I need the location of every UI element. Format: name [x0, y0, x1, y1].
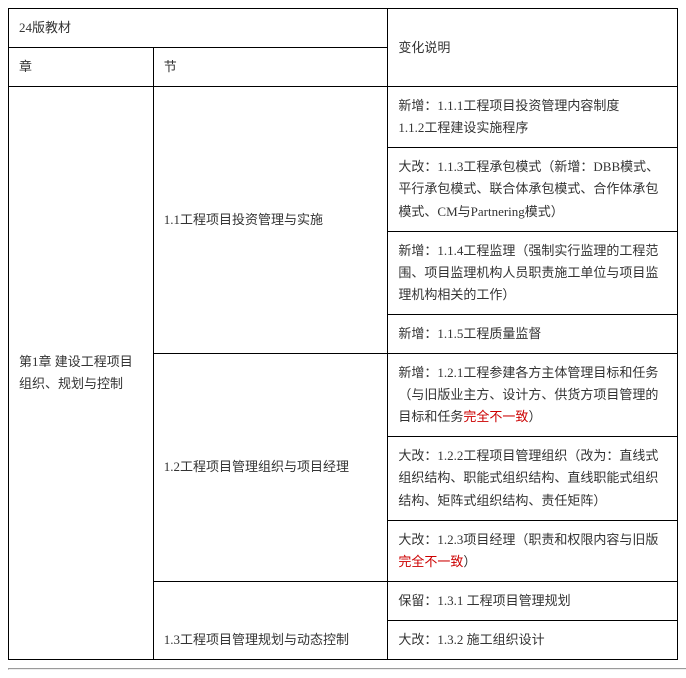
change-cell: 保留：1.3.1 工程项目管理规划	[388, 581, 678, 620]
change-prefix: 保留：	[398, 593, 437, 608]
change-cell: 新增：1.1.5工程质量监督	[388, 314, 678, 353]
change-text: 1.1.3工程承包模式（新增：DBB模式、平行承包模式、联合体承包模式、合作体承…	[398, 159, 659, 218]
section-cell-3: 1.3工程项目管理规划与动态控制	[153, 581, 388, 659]
table-row: 第1章 建设工程项目组织、规划与控制 1.1工程项目投资管理与实施 新增：1.1…	[9, 87, 678, 148]
change-cell: 新增：1.1.4工程监理（强制实行监理的工程范围、项目监理机构人员职责施工单位与…	[388, 231, 678, 314]
change-text-b: ）	[528, 409, 541, 424]
change-text-red: 完全不一致	[463, 409, 528, 424]
change-prefix: 大改：	[398, 532, 437, 547]
header-chapter: 章	[9, 48, 154, 87]
section-cell-2: 1.2工程项目管理组织与项目经理	[153, 354, 388, 582]
change-cell: 新增：1.1.1工程项目投资管理内容制度1.1.2工程建设实施程序	[388, 87, 678, 148]
header-section: 节	[153, 48, 388, 87]
change-text: 1.3.1 工程项目管理规划	[437, 593, 570, 608]
change-cell: 大改：1.3.2 施工组织设计	[388, 620, 678, 659]
change-text-b: ）	[463, 554, 476, 569]
change-prefix: 新增：	[398, 98, 437, 113]
header-row-1: 24版教材 变化说明	[9, 9, 678, 48]
change-cell: 大改：1.1.3工程承包模式（新增：DBB模式、平行承包模式、联合体承包模式、合…	[388, 148, 678, 231]
change-prefix: 新增：	[398, 326, 437, 341]
change-text-a: 1.2.3项目经理（职责和权限内容与旧版	[437, 532, 658, 547]
change-cell: 大改：1.2.3项目经理（职责和权限内容与旧版完全不一致）	[388, 520, 678, 581]
change-prefix: 新增：	[398, 243, 437, 258]
change-cell: 新增：1.2.1工程参建各方主体管理目标和任务（与旧版业主方、设计方、供货方项目…	[388, 354, 678, 437]
change-text: 1.1.4工程监理（强制实行监理的工程范围、项目监理机构人员职责施工单位与项目监…	[398, 243, 658, 302]
change-text-red: 完全不一致	[398, 554, 463, 569]
header-textbook-version: 24版教材	[9, 9, 388, 48]
change-cell: 大改：1.2.2工程项目管理组织（改为：直线式组织结构、职能式组织结构、直线职能…	[388, 437, 678, 520]
header-change-description: 变化说明	[388, 9, 678, 87]
section-cell-1: 1.1工程项目投资管理与实施	[153, 87, 388, 354]
textbook-changes-table: 24版教材 变化说明 章 节 第1章 建设工程项目组织、规划与控制 1.1工程项…	[8, 8, 678, 660]
change-text: 1.2.2工程项目管理组织（改为：直线式组织结构、职能式组织结构、直线职能式组织…	[398, 448, 658, 507]
change-prefix: 新增：	[398, 365, 437, 380]
bottom-divider	[8, 668, 686, 670]
change-text: 1.1.5工程质量监督	[437, 326, 541, 341]
change-prefix: 大改：	[398, 448, 437, 463]
chapter-cell: 第1章 建设工程项目组织、规划与控制	[9, 87, 154, 660]
change-prefix: 大改：	[398, 159, 437, 174]
